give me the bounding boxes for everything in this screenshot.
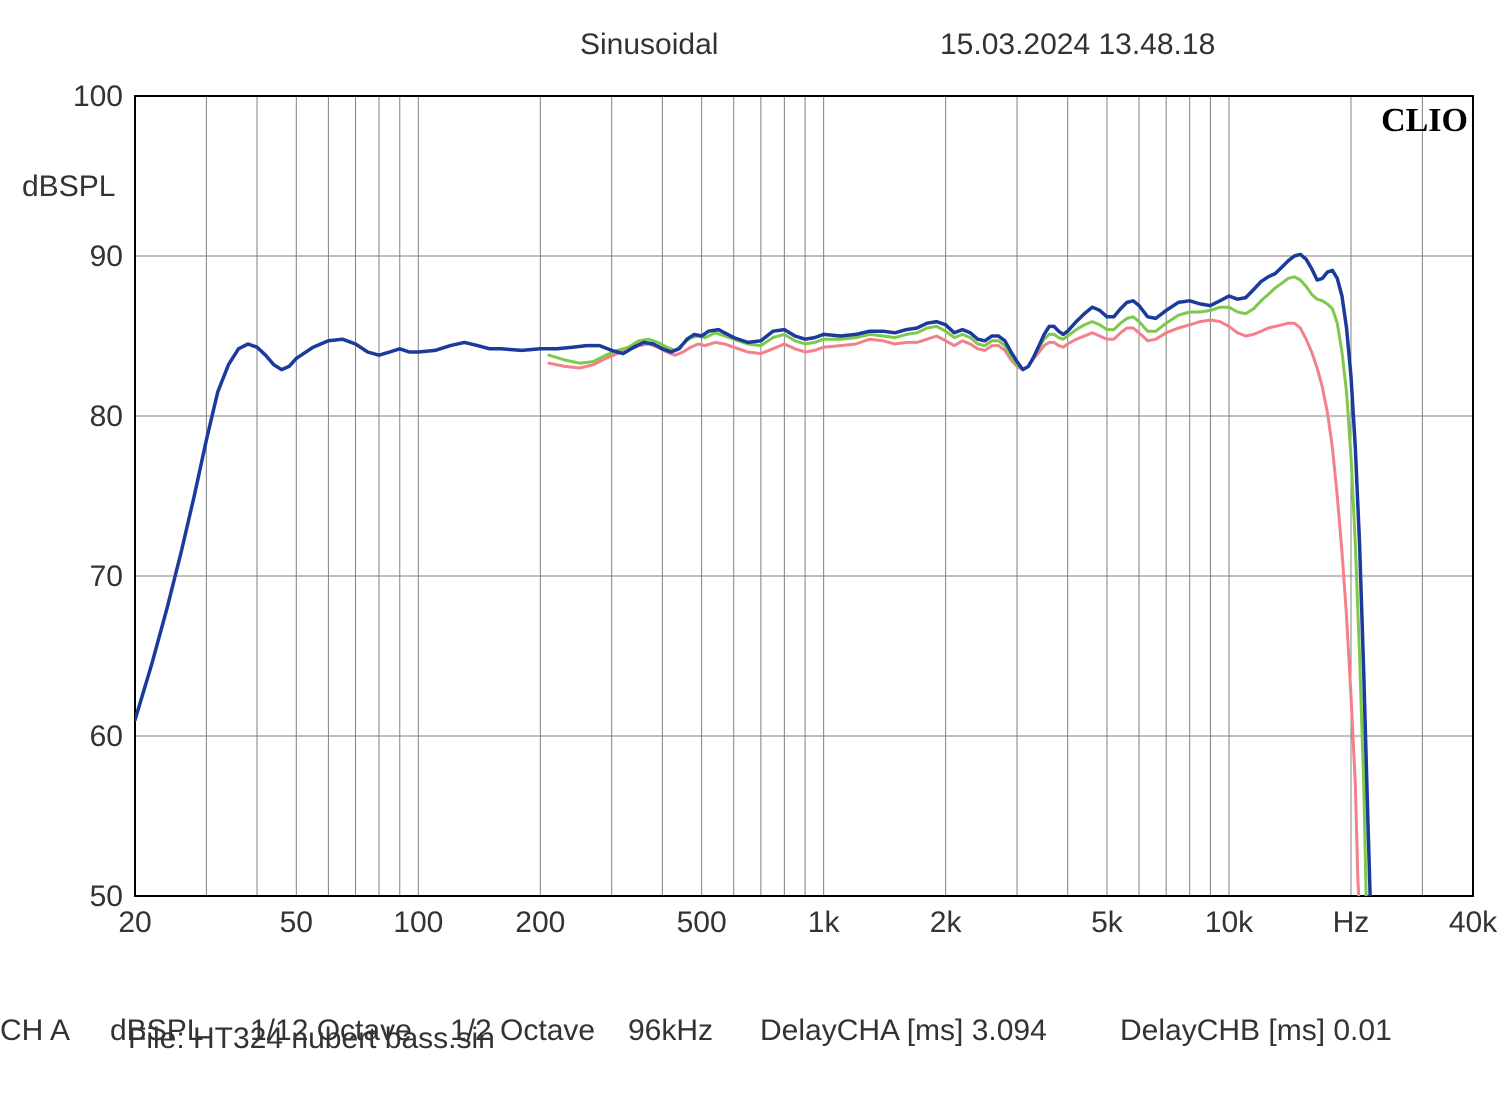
svg-text:Hz: Hz	[1333, 906, 1370, 939]
clio-watermark: CLIO	[1381, 102, 1468, 140]
svg-text:40k: 40k	[1449, 906, 1498, 939]
svg-text:10k: 10k	[1205, 906, 1254, 939]
svg-text:500: 500	[677, 906, 727, 939]
svg-text:60: 60	[90, 720, 123, 753]
svg-text:2k: 2k	[930, 906, 963, 939]
svg-text:1k: 1k	[808, 906, 841, 939]
svg-text:200: 200	[515, 906, 565, 939]
svg-text:80: 80	[90, 400, 123, 433]
status-cha: CH A	[0, 1014, 70, 1048]
svg-text:50: 50	[280, 906, 313, 939]
svg-text:20: 20	[118, 906, 151, 939]
svg-text:5k: 5k	[1091, 906, 1124, 939]
status-rate: 96kHz	[628, 1014, 713, 1048]
status-delay-b: DelayCHB [ms] 0.01	[1120, 1014, 1392, 1048]
status-delay-a: DelayCHA [ms] 3.094	[760, 1014, 1047, 1048]
frequency-response-plot: 506070809010020501002005001k2k5k10k40kHz	[0, 0, 1500, 1000]
file-line: File: HT324 nubert bass.sin	[128, 1022, 495, 1094]
svg-text:100: 100	[393, 906, 443, 939]
clio-frequency-response-chart: { "header": { "title": "Sinusoidal", "ti…	[0, 0, 1500, 1074]
svg-text:70: 70	[90, 560, 123, 593]
svg-text:100: 100	[73, 80, 123, 113]
svg-text:90: 90	[90, 240, 123, 273]
